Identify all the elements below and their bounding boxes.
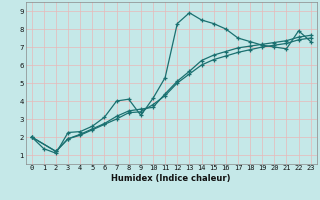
X-axis label: Humidex (Indice chaleur): Humidex (Indice chaleur) [111,174,231,183]
